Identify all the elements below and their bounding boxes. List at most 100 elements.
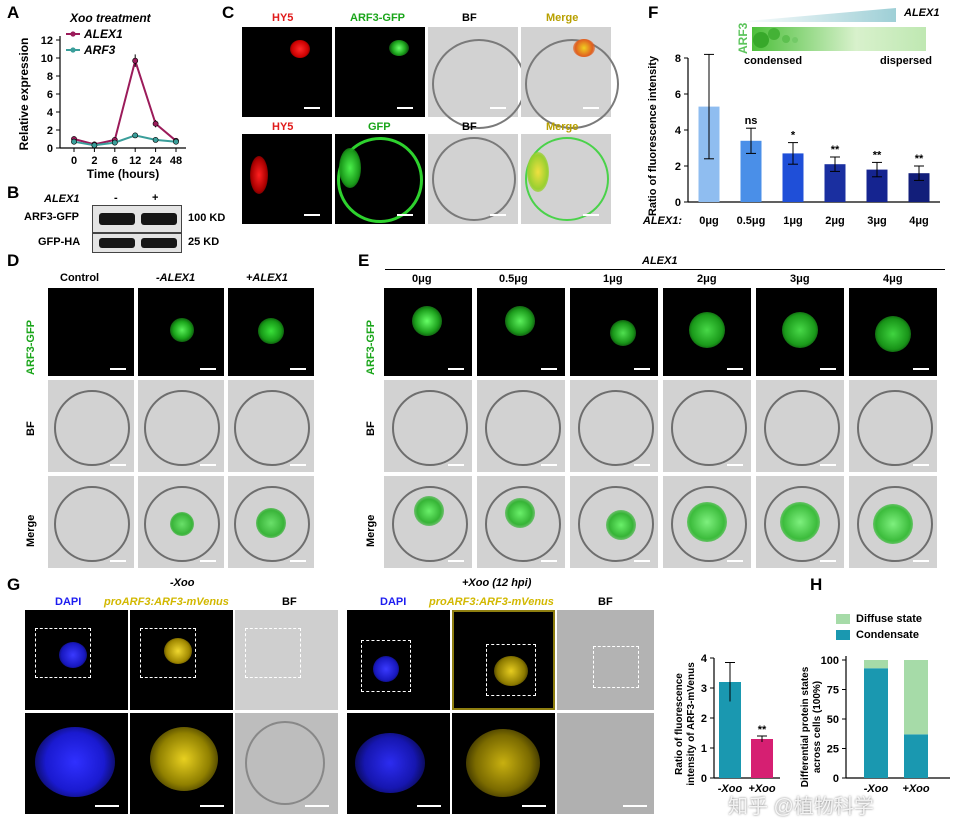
chart-h: 0 25 50 75 100 Differential protein states acr… [800, 655, 950, 795]
micrograph-c-hy5-2 [242, 134, 332, 224]
series-line-arf3 [73, 134, 177, 147]
micrograph-c-merge-1 [521, 27, 619, 129]
y-tick-label: 75 [827, 685, 839, 697]
panelb-row2-size: 25 KD [188, 236, 220, 248]
y-tick-label: 12 [41, 35, 53, 47]
panel-label-b: B [7, 183, 20, 202]
y-tick-label: 8 [675, 53, 681, 65]
panelg-dapi-2: DAPI [380, 596, 407, 608]
x-tick-label: 4μg [909, 215, 929, 227]
data-point [71, 138, 77, 145]
panelb-alex-label: ALEX1 [44, 193, 80, 205]
micrograph-g-bf-plus [557, 610, 654, 710]
micrograph-e-bf-4 [756, 380, 844, 472]
micrograph-g-dapi-minus [25, 610, 128, 710]
panelb-row2-name: GFP-HA [38, 236, 81, 248]
x-tick-label: -Xoo [718, 783, 743, 795]
panel-label-f: F [648, 3, 659, 22]
micrograph-e-bf-1 [477, 380, 565, 472]
micrograph-e-gfp-0 [384, 288, 472, 376]
paneld-col-control: Control [60, 272, 100, 284]
panele-col-4: 3μg [790, 273, 810, 285]
x-tick-label: 6 [112, 155, 118, 167]
micrograph-d-bf-control [48, 380, 134, 472]
panel-label-d: D [7, 251, 20, 270]
panel-label-a: A [7, 3, 20, 22]
micrograph-d-bf-plus [228, 380, 314, 472]
micrograph-e-bf-2 [570, 380, 658, 472]
micrograph-g-venus-plus [452, 610, 555, 710]
micrograph-d-gfp-minus [138, 288, 224, 376]
y-tick-label: 6 [675, 89, 681, 101]
panelb-minus: - [114, 192, 118, 204]
micrograph-e-merge-0 [384, 476, 472, 568]
panelb-plus: + [152, 192, 159, 204]
bar [751, 739, 773, 778]
legend-label: ALEX1 [83, 27, 123, 41]
significance-label: ** [758, 724, 767, 736]
panelc-header2-merge: Merge [546, 121, 579, 133]
panele-col-5: 4μg [883, 273, 903, 285]
y-tick-label: 0 [701, 773, 707, 785]
x-tick-label: 0 [71, 155, 77, 167]
legend-marker [70, 47, 76, 53]
panele-group-line [385, 269, 945, 270]
x-tick-label: 3μg [867, 215, 887, 227]
paneld-col-plus-alex1: +ALEX1 [246, 272, 288, 284]
micrograph-g-bf-minus [235, 610, 338, 710]
blot-band [141, 238, 177, 248]
micrograph-e-gfp-5 [849, 288, 937, 376]
micrograph-e-merge-4 [756, 476, 844, 568]
chart-title: Xoo treatment [69, 11, 152, 25]
y-tick-label: 4 [701, 653, 708, 665]
x-tick-label: 12 [129, 155, 141, 167]
panelc-header2-hy5: HY5 [272, 121, 294, 133]
western-blot-row1 [92, 205, 182, 233]
panele-group-alex1: ALEX1 [642, 255, 678, 267]
x-tick-label: 2 [91, 155, 97, 167]
micrograph-g-bf-minus-zoom [235, 713, 338, 814]
micrograph-e-merge-2 [570, 476, 658, 568]
micrograph-e-merge-3 [663, 476, 751, 568]
x-tick-label: 24 [149, 155, 162, 167]
y-axis-label-line1: Ratio of fluorescence [674, 673, 685, 775]
micrograph-g-dapi-minus-zoom [25, 713, 128, 814]
y-axis-label: Ratio of fluorescence intensity [647, 55, 659, 216]
data-point [173, 138, 179, 145]
panele-row-bf: BF [365, 421, 377, 436]
micrograph-d-merge-minus [138, 476, 224, 568]
y-axis-label-line2: across cells (100%) [812, 681, 823, 773]
micrograph-c-merge-2 [521, 134, 611, 224]
y-axis-label-line1: Differential protein states [800, 666, 811, 787]
paneld-row-bf: BF [25, 421, 37, 436]
y-tick-label: 25 [827, 744, 839, 756]
legend-label: ARF3 [83, 43, 116, 57]
micrograph-g-venus-plus-zoom [452, 713, 555, 814]
panel-label-h: H [810, 575, 823, 594]
paneld-row-merge: Merge [25, 514, 37, 547]
x-axis-label: Time (hours) [87, 167, 159, 181]
alex1-gradient-wedge [736, 8, 896, 22]
micrograph-e-bf-3 [663, 380, 751, 472]
significance-label: ** [873, 149, 882, 161]
panelg-bf-1: BF [282, 596, 297, 608]
micrograph-d-bf-minus [138, 380, 224, 472]
panele-col-0: 0μg [412, 273, 432, 285]
bar-diffuse [904, 660, 928, 735]
y-tick-label: 0 [47, 143, 53, 155]
x-tick-label: +Xoo [748, 783, 775, 795]
panelc-header-hy5: HY5 [272, 12, 294, 24]
blot-band [141, 213, 177, 225]
data-point [111, 139, 118, 146]
micrograph-c-gfp-2 [335, 134, 425, 224]
paneld-row-arf3gfp: ARF3-GFP [25, 320, 37, 375]
micrograph-g-dapi-plus [347, 610, 450, 710]
micrograph-d-merge-control [48, 476, 134, 568]
data-point [152, 120, 159, 127]
panelb-row1-name: ARF3-GFP [24, 211, 79, 223]
micrograph-e-gfp-3 [663, 288, 751, 376]
watermark: 知乎 @植物科学 [728, 796, 874, 818]
panele-col-2: 1μg [603, 273, 623, 285]
x-tick-label: 48 [170, 155, 182, 167]
y-tick-label: 1 [701, 743, 707, 755]
